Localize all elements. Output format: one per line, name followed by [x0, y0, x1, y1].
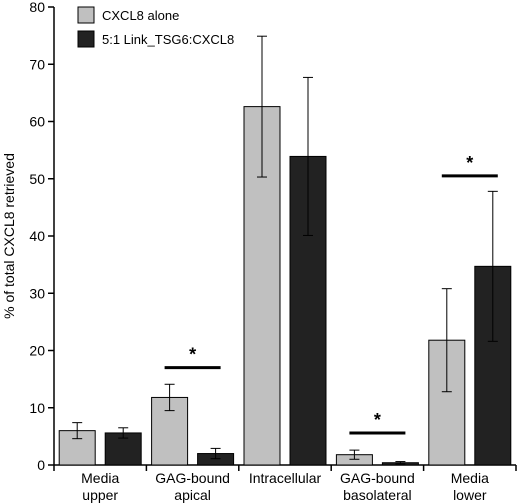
- legend-label: CXCL8 alone: [102, 8, 179, 23]
- category-label: lower: [453, 487, 487, 503]
- y-tick-label: 30: [29, 285, 45, 301]
- significance-star: *: [466, 153, 473, 173]
- y-tick-label: 20: [29, 343, 45, 359]
- legend-swatch: [77, 6, 95, 24]
- legend-label: 5:1 Link_TSG6:CXCL8: [102, 32, 234, 47]
- y-tick-label: 50: [29, 171, 45, 187]
- category-label: Intracellular: [249, 470, 322, 486]
- y-tick-label: 80: [29, 0, 45, 15]
- y-tick-label: 40: [29, 228, 45, 244]
- y-tick-label: 10: [29, 400, 45, 416]
- category-label: basolateral: [343, 487, 412, 503]
- category-label: Media: [81, 470, 119, 486]
- category-label: GAG-bound: [155, 470, 230, 486]
- significance-star: *: [374, 410, 381, 430]
- bars: [58, 106, 512, 466]
- significance-markers: * * *: [164, 153, 498, 435]
- legend-swatch: [77, 30, 95, 48]
- legend: CXCL8 alone 5:1 Link_TSG6:CXCL8: [77, 6, 234, 48]
- y-tick-label: 70: [29, 56, 45, 72]
- category-label: apical: [174, 487, 211, 503]
- y-tick-label: 0: [37, 457, 45, 473]
- y-tick-label: 60: [29, 114, 45, 130]
- category-label: Media: [451, 470, 489, 486]
- bar-cxcl8-alone: [151, 396, 189, 466]
- y-axis-label: % of total CXCL8 retrieved: [1, 153, 17, 319]
- error-bars: [72, 35, 498, 465]
- category-label: upper: [82, 487, 118, 503]
- category-label: GAG-bound: [340, 470, 415, 486]
- significance-star: *: [189, 345, 196, 365]
- y-axis: 0 10 20 30 40 50 60 70 80: [29, 0, 55, 473]
